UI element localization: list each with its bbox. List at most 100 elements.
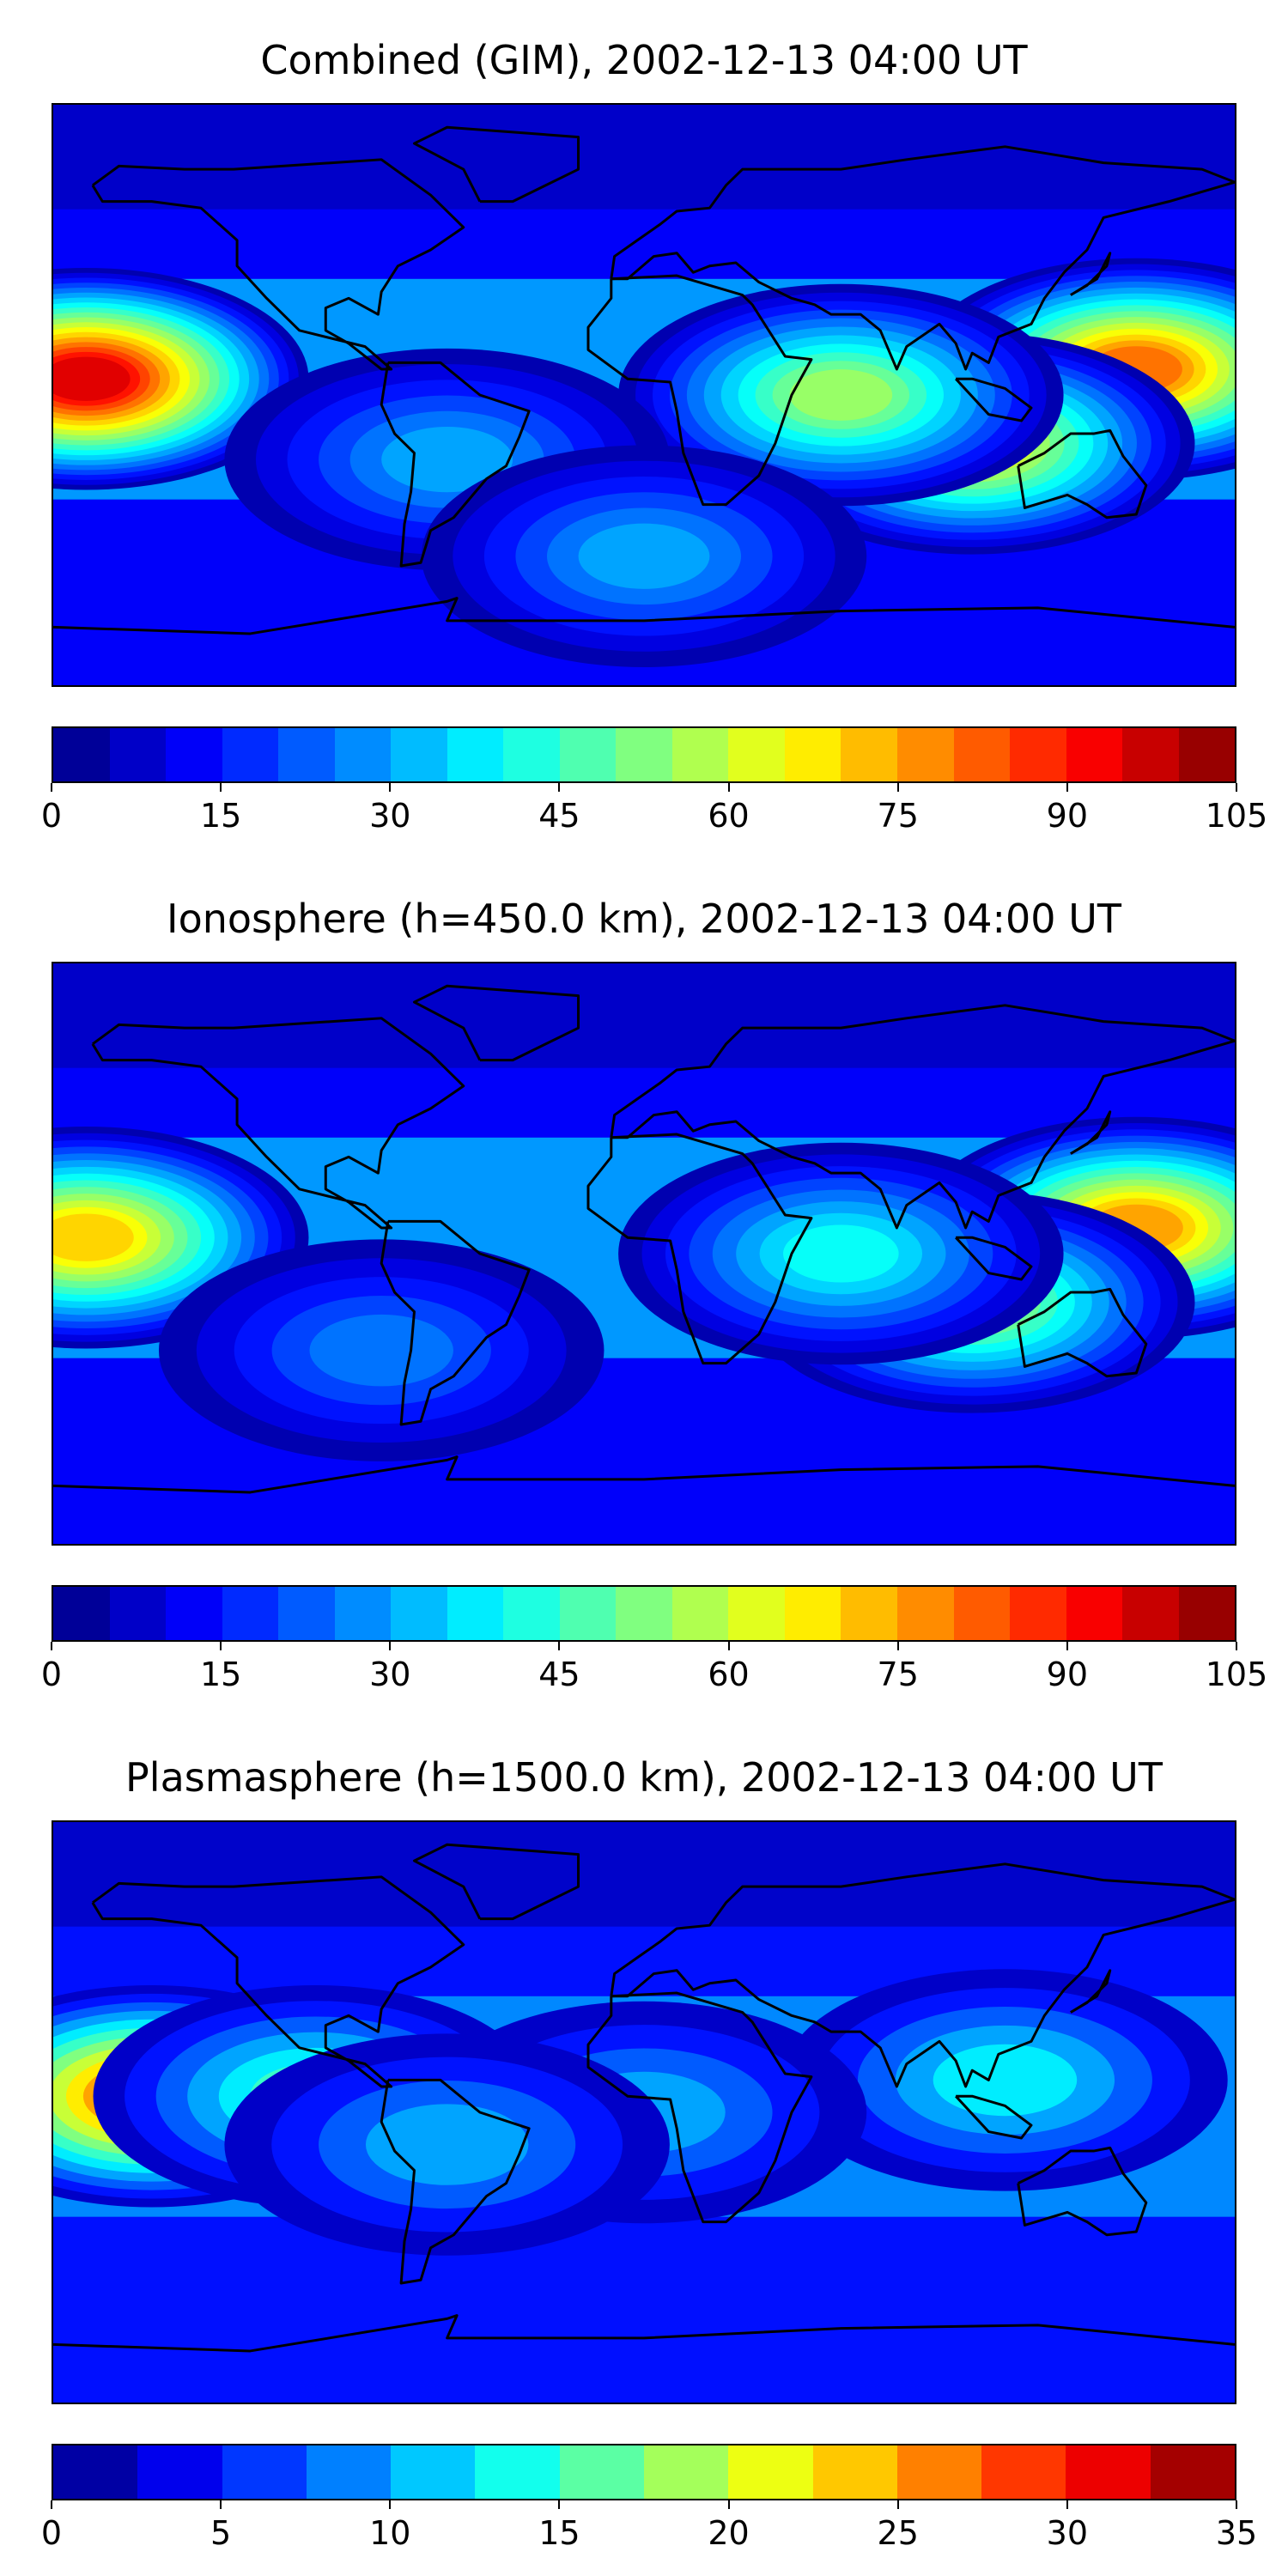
- colorbar-tick: [1236, 1642, 1237, 1650]
- colorbar-tick-label: 25: [877, 2514, 919, 2552]
- colorbar-tick: [389, 783, 392, 792]
- colorbar-cell: [109, 1587, 167, 1640]
- coastline: [586, 274, 813, 507]
- coastline: [955, 377, 1033, 422]
- colorbar-cell: [1010, 1587, 1066, 1640]
- panel-title: Ionosphere (h=450.0 km), 2002-12-13 04:0…: [167, 896, 1121, 942]
- coastline: [586, 1133, 813, 1365]
- panel-title: Plasmasphere (h=1500.0 km), 2002-12-13 0…: [125, 1754, 1163, 1801]
- colorbar-cell: [53, 1587, 110, 1640]
- colorbar-tick: [389, 2500, 392, 2509]
- map-svg: [53, 105, 1235, 685]
- coastline: [91, 1875, 465, 2088]
- colorbar-cell: [1150, 2445, 1235, 2499]
- colorbar-cell: [671, 1587, 729, 1640]
- colorbar-cell: [896, 1587, 954, 1640]
- colorbar-cell: [841, 728, 897, 781]
- coastline: [380, 361, 531, 568]
- colorbar-cell: [447, 1587, 504, 1640]
- colorbar-tick: [727, 1642, 730, 1650]
- colorbar-cell: [559, 1587, 617, 1640]
- colorbar-cell: [1178, 1587, 1236, 1640]
- colorbar-cell: [1066, 728, 1123, 781]
- colorbar-tick: [558, 2500, 561, 2509]
- coastline: [53, 2314, 1235, 2353]
- colorbar-cell: [616, 728, 672, 781]
- colorbar-tick: [558, 783, 561, 792]
- coastline: [412, 1843, 580, 1921]
- contour-level: [933, 2044, 1078, 2117]
- colorbar-tick-label: 30: [369, 1656, 411, 1693]
- coastline: [412, 984, 580, 1062]
- contour-level: [53, 356, 131, 401]
- coastline: [1070, 252, 1112, 296]
- tec-map: [52, 103, 1236, 687]
- colorbar-tick-label: 10: [369, 2514, 411, 2552]
- colorbar-cell: [784, 1587, 841, 1640]
- coastline: [955, 1236, 1033, 1281]
- colorbar-tick-label: 15: [199, 797, 242, 835]
- colorbar-cell: [896, 728, 954, 781]
- colorbar-tick: [51, 1642, 52, 1650]
- contour-level: [365, 2104, 529, 2185]
- colorbar-tick: [896, 1642, 899, 1650]
- colorbar-cell: [559, 2445, 644, 2499]
- colorbar-tick: [220, 783, 222, 792]
- colorbar-cell: [784, 728, 841, 781]
- colorbar-tick: [1066, 2500, 1068, 2509]
- coastline: [610, 145, 1235, 371]
- colorbar-cell: [278, 1587, 335, 1640]
- colorbar-tick-label: 45: [538, 1656, 580, 1693]
- coastline: [380, 1219, 531, 1426]
- coastline: [1017, 1287, 1148, 1378]
- contour-level: [53, 1213, 134, 1261]
- colorbar-tick: [51, 783, 52, 792]
- colorbar-tick-label: 0: [40, 1656, 63, 1693]
- coastline: [1070, 1110, 1112, 1155]
- colorbar-cell: [475, 2445, 560, 2499]
- colorbar-cell: [222, 728, 279, 781]
- colorbar-tick-label: 105: [1205, 1656, 1268, 1693]
- colorbar-tick-label: 45: [538, 797, 580, 835]
- colorbar-cell: [1066, 2445, 1151, 2499]
- colorbar-tick: [1236, 783, 1237, 792]
- colorbar-cell: [896, 2445, 982, 2499]
- colorbar-cell: [334, 1587, 392, 1640]
- colorbar-tick-label: 75: [877, 797, 919, 835]
- colorbar-cell: [503, 728, 560, 781]
- contour-level: [578, 523, 710, 589]
- colorbar-ticks: 0 15 30 45 60 75 90 105: [41, 1642, 1267, 1693]
- colorbar-cell: [953, 1587, 1011, 1640]
- colorbar-cell: [981, 2445, 1066, 2499]
- colorbar-tick-label: 15: [199, 1656, 242, 1693]
- coastline: [586, 1991, 813, 2224]
- colorbar-cell: [728, 728, 785, 781]
- colorbar-tick-label: 20: [708, 2514, 750, 2552]
- colorbar-tick-label: 90: [1046, 797, 1089, 835]
- coastline: [380, 2078, 531, 2285]
- map-svg: [53, 1822, 1235, 2403]
- colorbar-tick: [727, 783, 730, 792]
- colorbar-tick: [1066, 1642, 1068, 1650]
- contour-level: [789, 369, 893, 421]
- colorbar-tick: [896, 783, 899, 792]
- colorbar-tick-label: 0: [40, 2514, 63, 2552]
- colorbar-cell: [166, 1587, 222, 1640]
- map-svg: [53, 963, 1235, 1544]
- colorbar-tick: [727, 2500, 730, 2509]
- colorbar-cell: [643, 2445, 729, 2499]
- colorbar-cell: [1122, 1587, 1179, 1640]
- colorbar-tick-label: 90: [1046, 1656, 1089, 1693]
- colorbar-tick-label: 30: [369, 797, 411, 835]
- panel-title: Combined (GIM), 2002-12-13 04:00 UT: [260, 37, 1028, 83]
- colorbar-tick-label: 60: [708, 797, 750, 835]
- coastline: [91, 1017, 465, 1230]
- colorbar-cell: [334, 728, 392, 781]
- colorbar: [52, 726, 1236, 783]
- polar-cap: [53, 963, 1235, 1068]
- coastline: [53, 1455, 1235, 1494]
- colorbar-cell: [53, 728, 110, 781]
- colorbar-cell: [841, 1587, 897, 1640]
- contour-level: [783, 1224, 899, 1283]
- colorbar-cell: [671, 728, 729, 781]
